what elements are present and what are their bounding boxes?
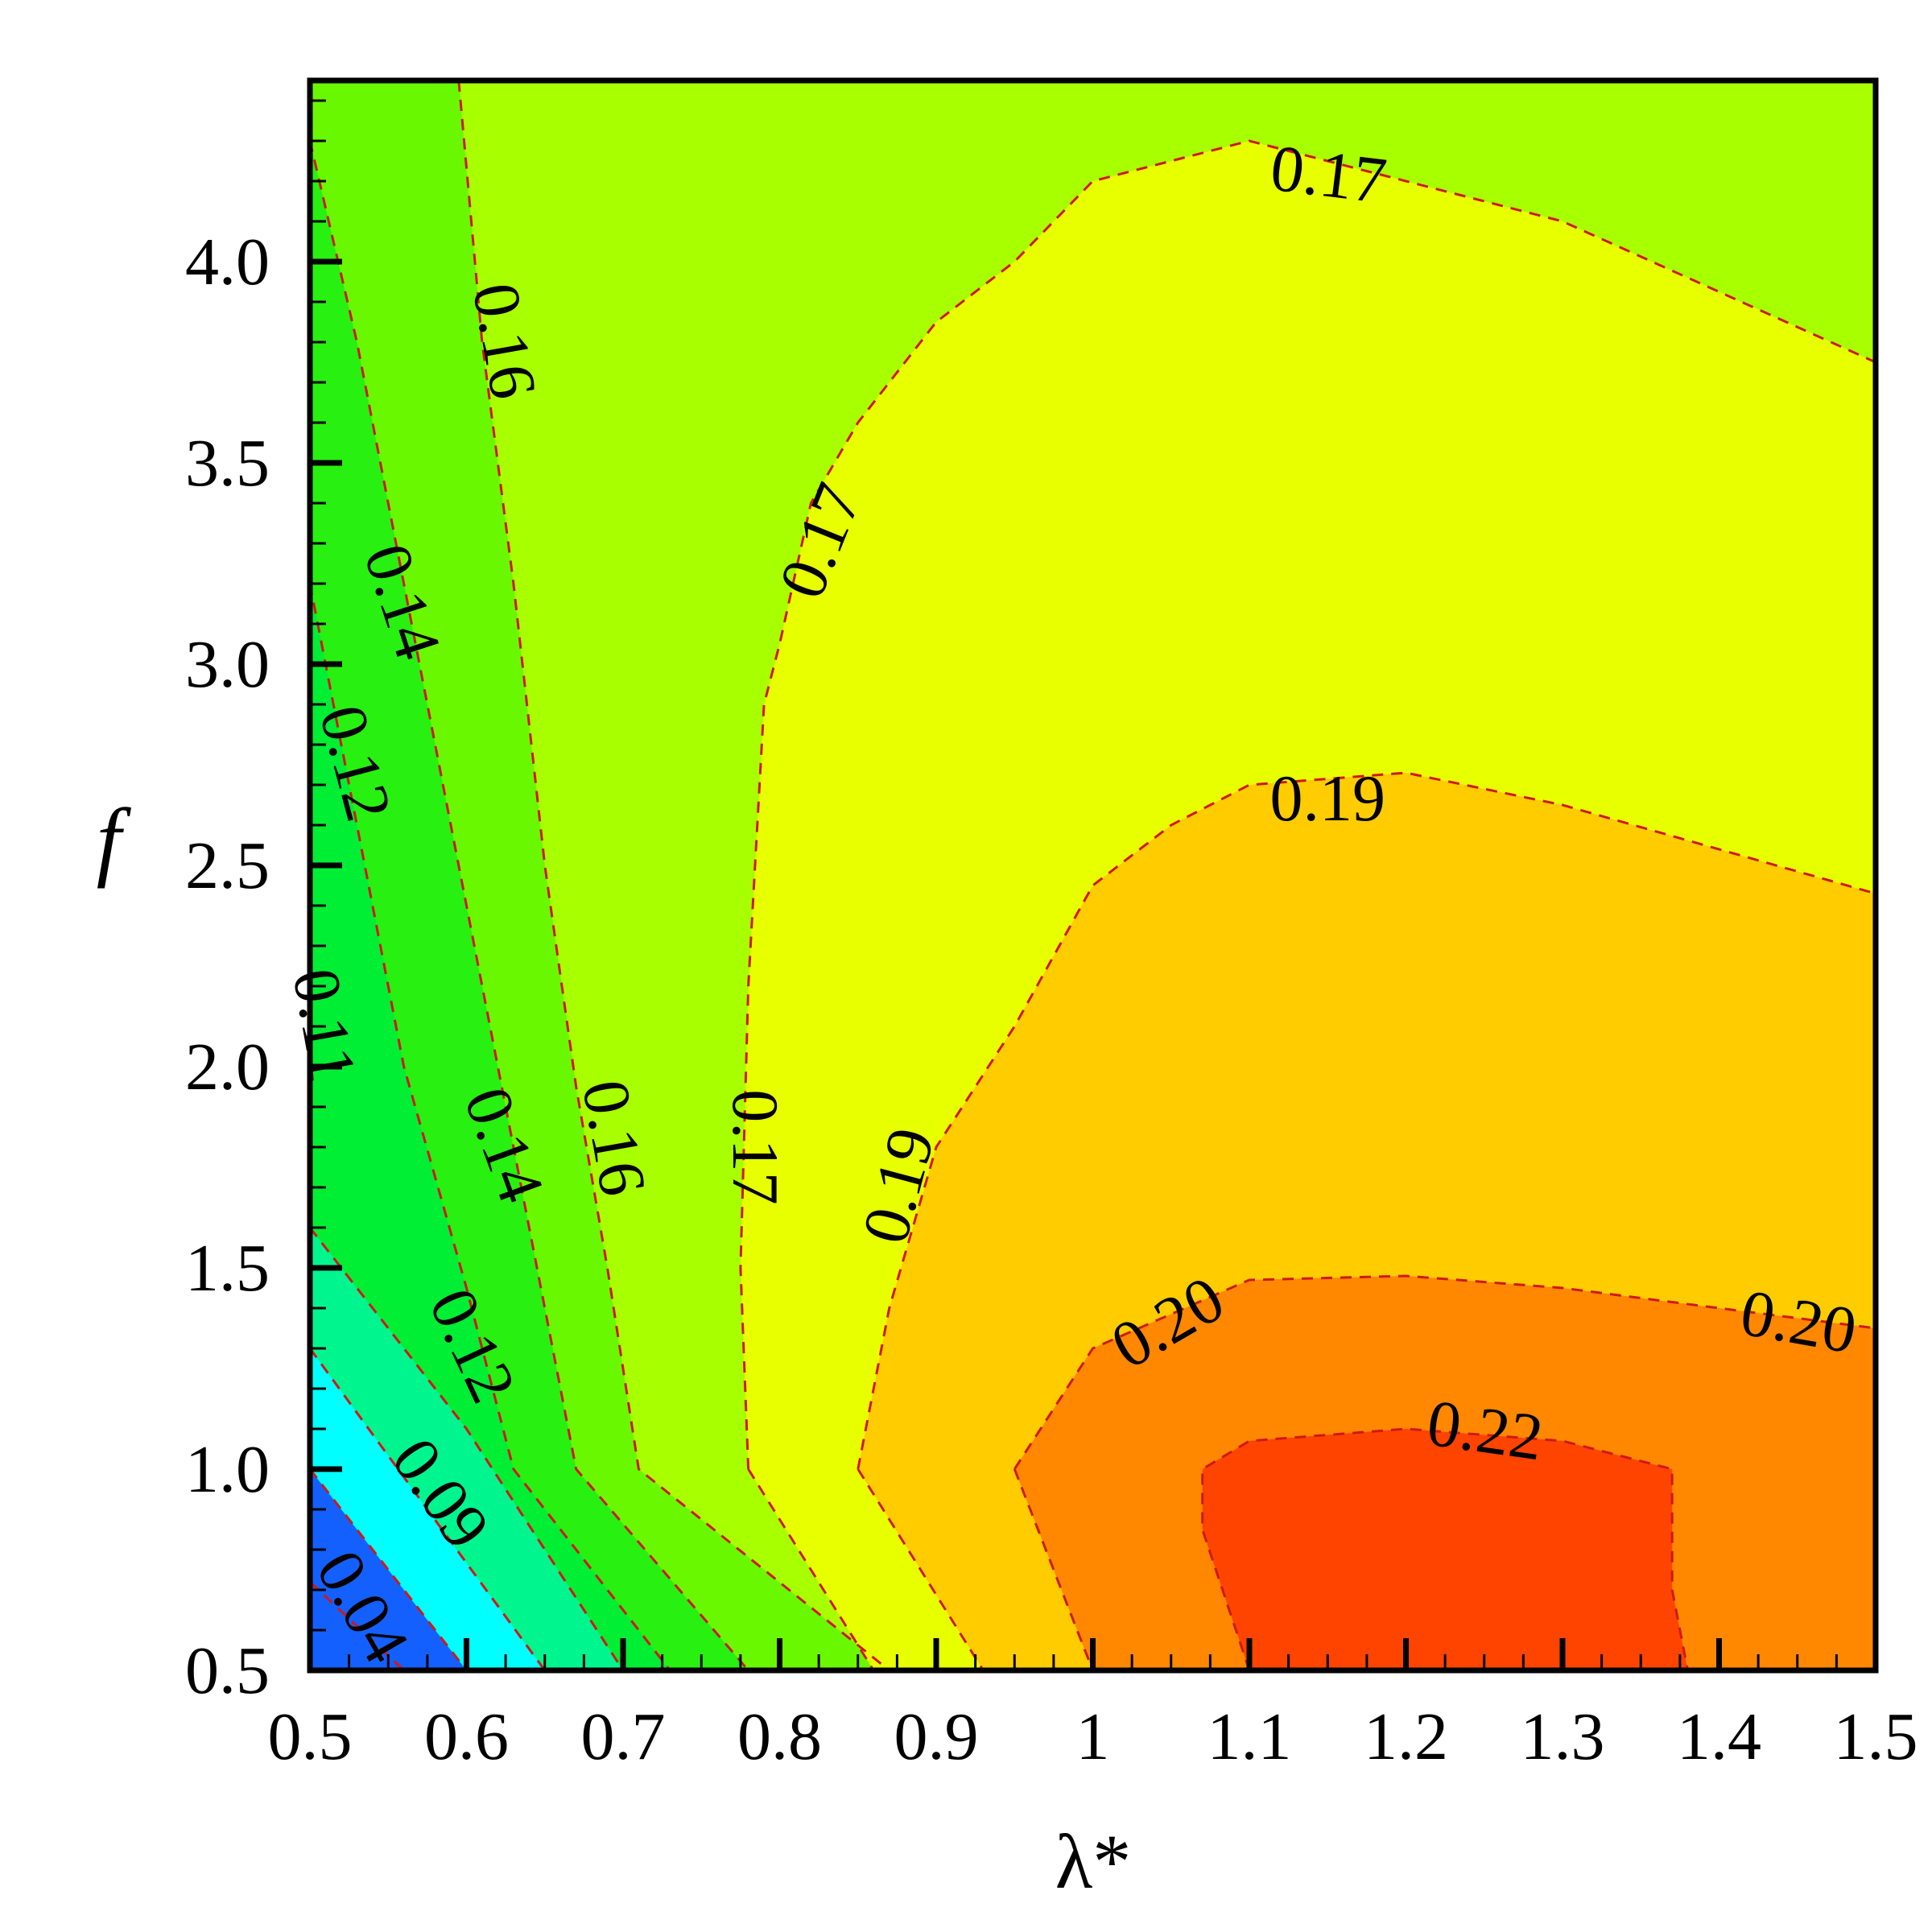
contour-line-0.09: [310, 1468, 468, 1670]
contour-fills: [310, 80, 1876, 1670]
y-tick-label: 3.0: [185, 627, 270, 702]
x-tick-label: 1.2: [1364, 1699, 1448, 1774]
y-axis-ticks: [310, 99, 342, 1674]
contour-line-0.19: [857, 1468, 985, 1670]
x-tick-label: 0.8: [737, 1699, 822, 1774]
y-tick-label: 0.5: [185, 1633, 270, 1708]
x-tick-label: 1.4: [1677, 1699, 1761, 1774]
y-tick-label: 3.5: [185, 426, 270, 501]
y-tick-label: 2.0: [185, 1030, 270, 1104]
x-tick-label: 1: [1076, 1699, 1110, 1774]
y-tick-label: 2.5: [185, 828, 270, 903]
contour-line-0.14: [310, 583, 671, 1670]
y-tick-label: 1.0: [185, 1432, 270, 1507]
band-0.22: [1202, 1429, 1688, 1670]
contour-line-0.12: [310, 1227, 625, 1670]
contour-line-0.17: [747, 1468, 875, 1670]
x-tick-label: 0.9: [894, 1699, 979, 1774]
x-axis-ticks: [307, 1638, 1879, 1670]
x-tick-label: 0.6: [424, 1699, 509, 1774]
x-tick-label: 1.3: [1521, 1699, 1605, 1774]
contour-line-0.2: [1013, 1274, 1876, 1470]
x-tick-label: 0.5: [268, 1699, 353, 1774]
x-axis-tick-labels: 0.5 0.6 0.7 0.8 0.9 1 1.1 1.2 1.3 1.4 1.5: [268, 1699, 1918, 1774]
contour-label: 0.22: [1423, 1385, 1548, 1474]
contour-line-0.17: [739, 139, 1876, 1470]
contour-line-0.15: [310, 140, 749, 1670]
contour-label: 0.19: [1270, 762, 1386, 835]
x-axis-title: λ*: [1055, 1818, 1132, 1905]
plot-area: [310, 80, 1876, 1670]
y-tick-label: 1.5: [185, 1231, 270, 1306]
contour-lines: [310, 80, 1876, 1670]
y-tick-label: 4.0: [185, 225, 270, 299]
contour-label: 0.17: [1267, 130, 1391, 217]
contour-line-0.2: [1013, 1468, 1094, 1670]
contour-label: 0.17: [719, 1089, 792, 1205]
contour-line-0.11: [310, 1348, 547, 1670]
contour-line-0.19: [857, 771, 1876, 1470]
y-axis-tick-labels: 0.5 1.0 1.5 2.0 2.5 3.0 3.5 4.0: [185, 225, 270, 1708]
x-tick-label: 1.5: [1834, 1699, 1918, 1774]
y-axis-title: f: [97, 791, 132, 889]
x-tick-label: 1.1: [1208, 1699, 1292, 1774]
x-tick-label: 0.7: [581, 1699, 666, 1774]
